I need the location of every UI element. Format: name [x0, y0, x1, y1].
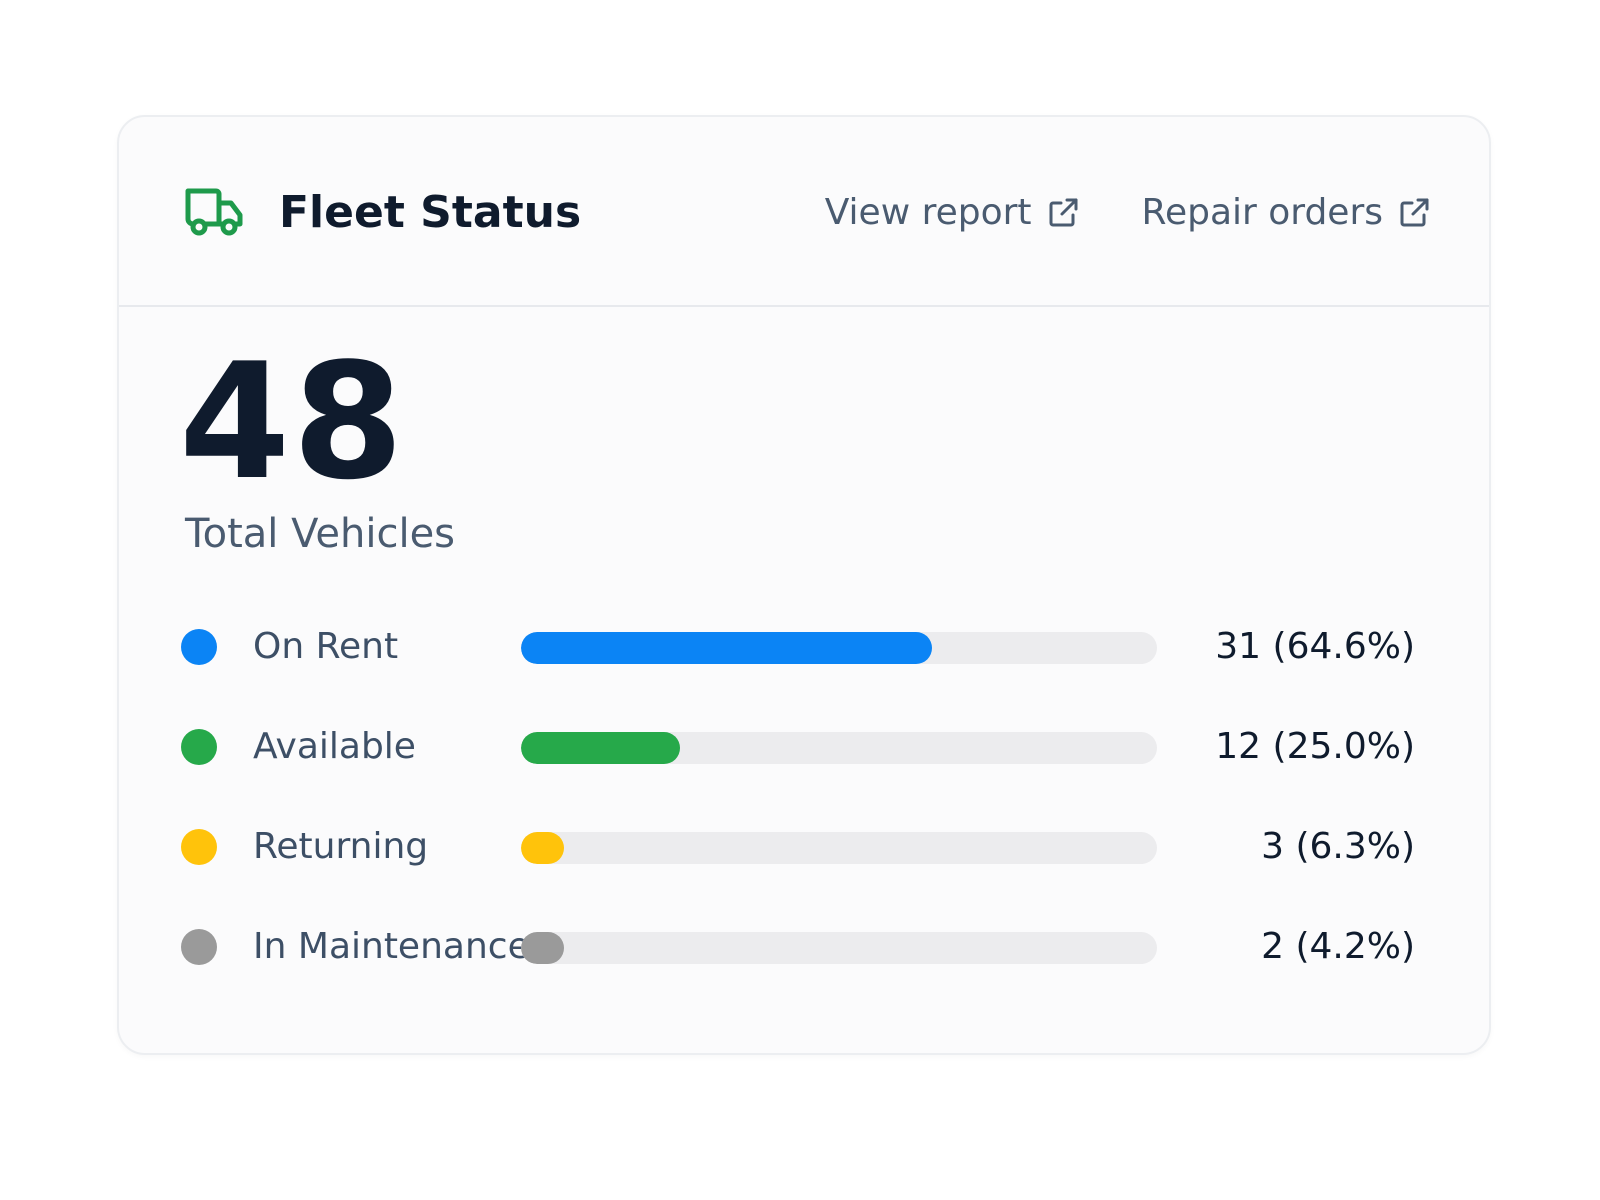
status-label: On Rent [253, 626, 399, 667]
header-links: View report Repair orders [825, 189, 1431, 237]
status-label: Available [253, 726, 416, 767]
status-dot [181, 729, 217, 765]
status-dot [181, 929, 217, 965]
fleet-status-card: Fleet Status View report Repair orders [117, 115, 1491, 1055]
total-vehicles-count: 48 [179, 328, 406, 515]
repair-orders-link[interactable]: Repair orders [1142, 189, 1431, 237]
truck-icon [183, 185, 245, 237]
view-report-link[interactable]: View report [825, 189, 1080, 237]
status-value: 31 (64.6%) [1215, 626, 1415, 667]
status-dot [181, 629, 217, 665]
status-row-on-rent: On Rent 31 (64.6%) [119, 617, 1489, 677]
total-vehicles-label: Total Vehicles [185, 511, 456, 557]
status-bar-track [521, 732, 1157, 764]
status-bar-fill [521, 632, 932, 664]
external-link-icon [1046, 196, 1080, 230]
status-bar-track [521, 932, 1157, 964]
status-row-in-maintenance: In Maintenance 2 (4.2%) [119, 917, 1489, 977]
status-row-available: Available 12 (25.0%) [119, 717, 1489, 777]
external-link-icon [1397, 196, 1431, 230]
status-bar-track [521, 632, 1157, 664]
status-bar-fill [521, 932, 565, 964]
status-value: 12 (25.0%) [1215, 726, 1415, 767]
status-bar-fill [521, 732, 680, 764]
status-value: 2 (4.2%) [1261, 926, 1415, 967]
status-bar-fill [521, 832, 565, 864]
view-report-label: View report [824, 192, 1032, 233]
status-label: In Maintenance [253, 926, 530, 967]
card-header: Fleet Status View report Repair orders [119, 117, 1489, 307]
status-dot [181, 829, 217, 865]
status-label: Returning [253, 826, 429, 867]
status-row-returning: Returning 3 (6.3%) [119, 817, 1489, 877]
card-title: Fleet Status [279, 187, 582, 238]
status-value: 3 (6.3%) [1261, 826, 1415, 867]
status-bar-track [521, 832, 1157, 864]
repair-orders-label: Repair orders [1141, 192, 1383, 233]
